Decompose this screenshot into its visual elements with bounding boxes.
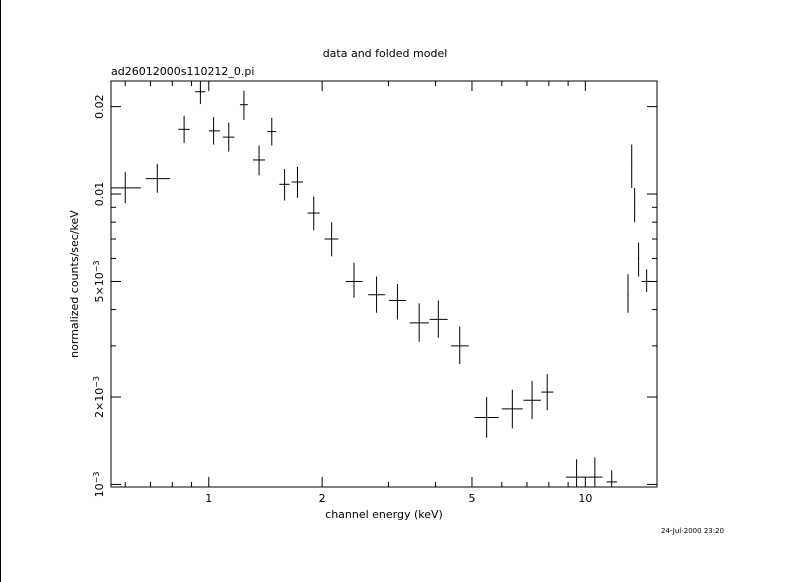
timestamp: 24-Jul-2000 23:20 xyxy=(661,527,724,535)
data-point xyxy=(252,145,265,176)
data-point xyxy=(638,242,640,277)
data-point xyxy=(178,115,190,143)
plot-frame xyxy=(110,80,658,488)
x-tick-label: 2 xyxy=(319,492,326,505)
y-tick-label: 2×10−3 xyxy=(92,376,106,418)
data-point xyxy=(587,457,603,487)
data-point xyxy=(641,269,652,292)
data-point xyxy=(368,276,386,313)
data-point xyxy=(541,374,554,411)
y-tick-label: 0.02 xyxy=(93,94,106,119)
y-axis-tick-labels: 10−3 2×10−3 5×10−3 0.01 0.02 xyxy=(92,94,106,497)
data-point xyxy=(111,172,141,204)
x-tick-label: 10 xyxy=(578,492,592,505)
data-point xyxy=(429,300,448,338)
x-axis-label: channel energy (keV) xyxy=(325,508,443,521)
y-tick-label: 5×10−3 xyxy=(92,260,106,302)
data-point xyxy=(631,144,633,188)
data-point xyxy=(145,163,171,193)
data-point xyxy=(345,262,363,298)
x-axis-tick-labels: 1 2 5 10 xyxy=(205,492,592,505)
data-point xyxy=(208,117,220,145)
data-point xyxy=(267,117,277,146)
chart-title: data and folded model xyxy=(323,47,448,60)
data-point xyxy=(523,381,541,420)
y-tick-label: 0.01 xyxy=(93,182,106,207)
data-point xyxy=(279,168,290,201)
data-point xyxy=(291,166,304,198)
data-point xyxy=(566,459,588,487)
y-tick-label: 10−3 xyxy=(92,472,106,498)
x-tick-label: 1 xyxy=(205,492,212,505)
x-axis-ticks xyxy=(124,81,586,487)
x-tick-label: 5 xyxy=(468,492,475,505)
y-axis-label: normalized counts/sec/keV xyxy=(68,210,81,358)
data-point xyxy=(409,303,429,342)
data-point xyxy=(222,122,235,152)
data-point xyxy=(307,196,320,231)
data-point xyxy=(239,90,248,120)
data-point xyxy=(451,326,469,364)
data-point xyxy=(195,81,206,105)
y-axis-ticks xyxy=(111,106,657,485)
left-window-border xyxy=(0,0,1,582)
data-point xyxy=(606,470,617,487)
data-point xyxy=(634,187,636,223)
data-point xyxy=(627,274,629,313)
data-point xyxy=(324,222,339,257)
data-point xyxy=(388,284,406,320)
data-points xyxy=(111,81,652,487)
chart-subtitle: ad26012000s110212_0.pi xyxy=(111,65,254,78)
data-point xyxy=(501,389,523,429)
data-point xyxy=(474,397,499,438)
